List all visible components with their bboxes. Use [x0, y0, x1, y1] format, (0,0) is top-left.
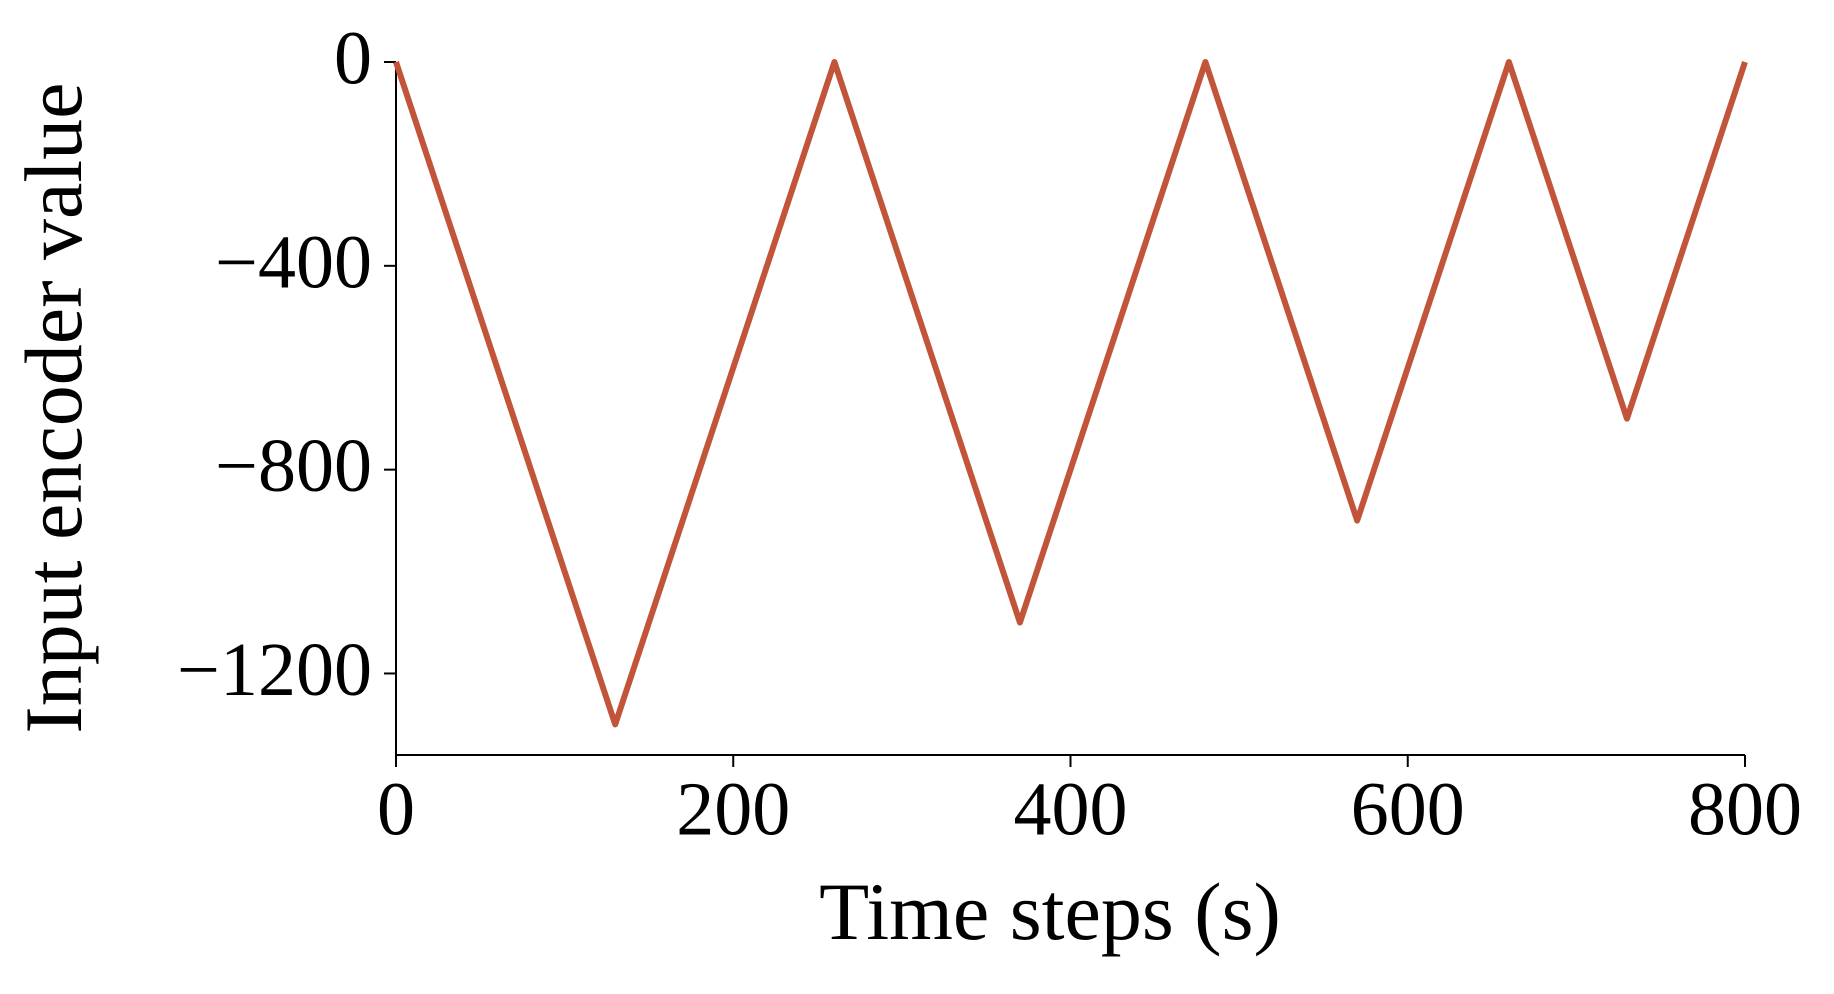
x-tick-label: 800 [1688, 767, 1802, 851]
x-tick-label: 0 [377, 767, 415, 851]
y-tick-label: 0 [334, 16, 372, 100]
x-tick-label: 200 [676, 767, 790, 851]
x-tick-label: 600 [1351, 767, 1465, 851]
y-axis-label: Input encoder value [8, 82, 99, 733]
y-tick-label: −1200 [177, 628, 372, 712]
line-series [393, 59, 1748, 728]
x-axis-label: Time steps (s) [819, 866, 1281, 957]
x-tick-label: 400 [1014, 767, 1128, 851]
y-tick-label: −400 [215, 220, 372, 304]
y-tick-label: −800 [215, 424, 372, 508]
